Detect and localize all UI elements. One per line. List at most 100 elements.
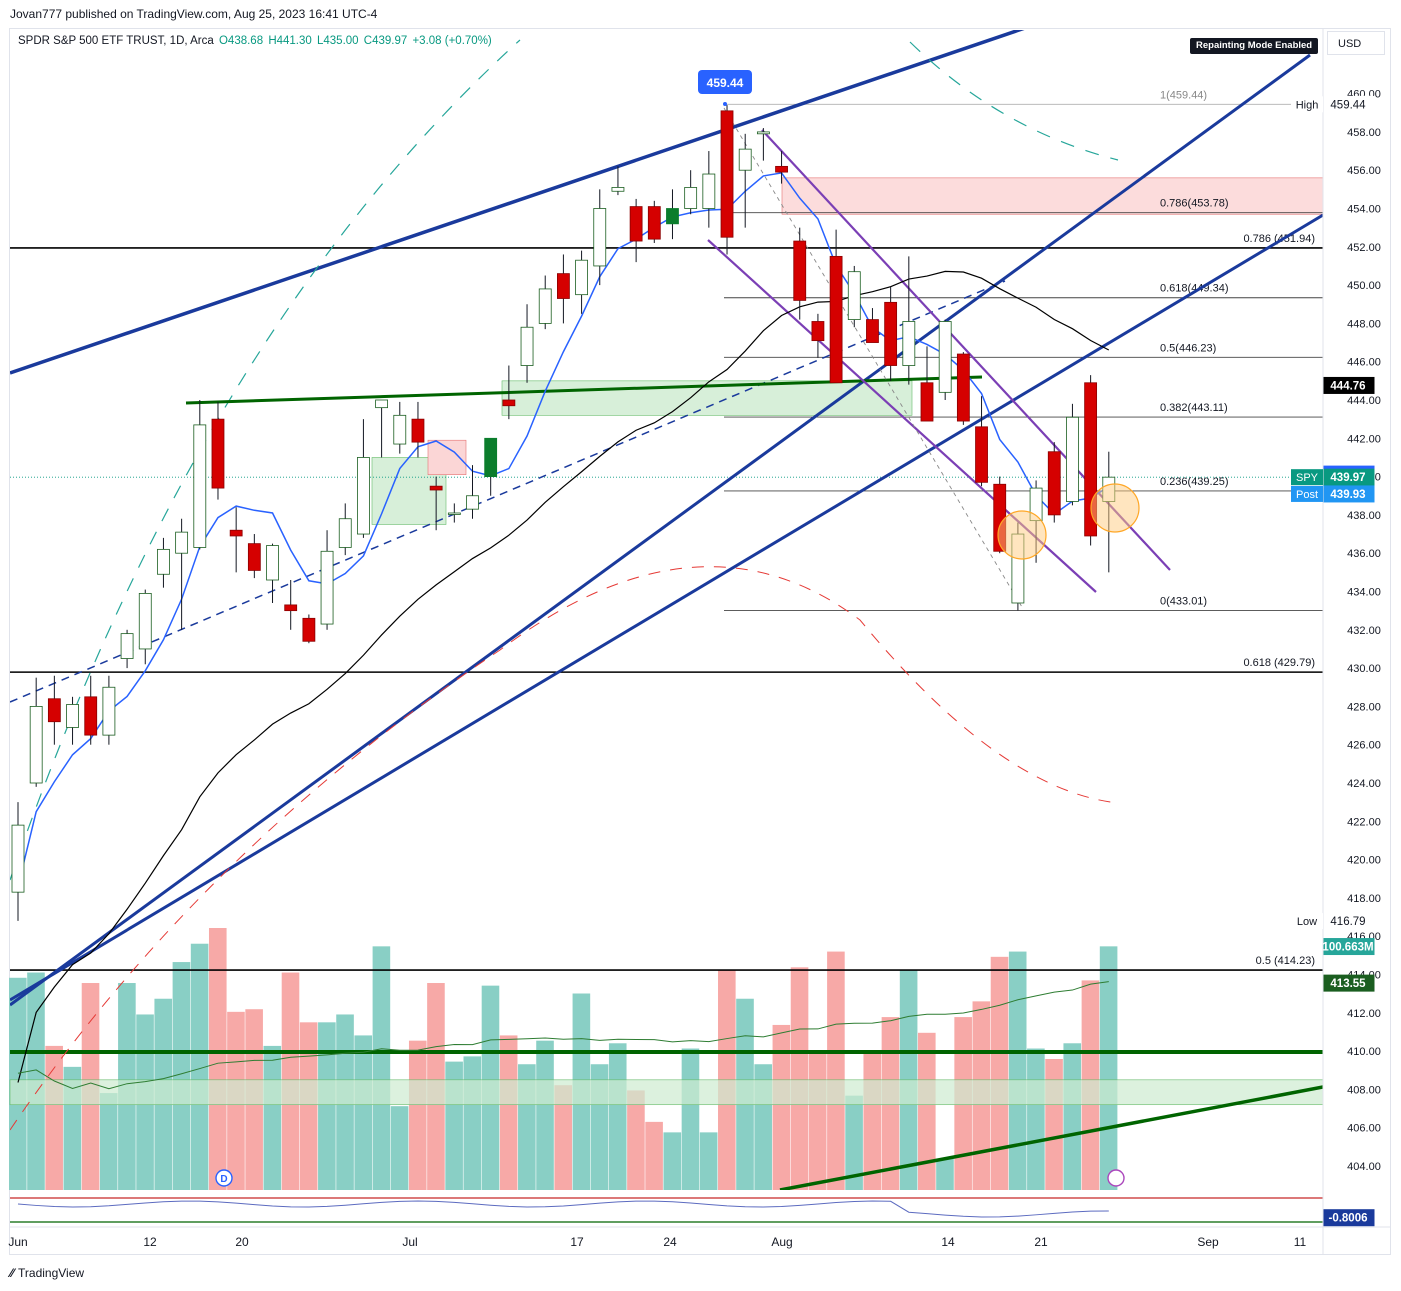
price-tick-label: 430.00 <box>1347 663 1381 675</box>
volume-bar <box>354 1035 373 1190</box>
supply-zone <box>781 177 1324 215</box>
candle-body <box>357 457 370 535</box>
price-tick-label: 412.00 <box>1347 1008 1381 1020</box>
price-label-text: 439.93 <box>1330 489 1365 501</box>
green-volume-trend <box>779 1085 1323 1190</box>
time-tick-label: Jul <box>402 1235 417 1249</box>
price-label-text: 100.663M <box>1322 942 1373 954</box>
high-callout-bg <box>698 70 752 94</box>
candle-body <box>847 271 861 320</box>
volume-bar <box>645 1121 663 1190</box>
candle-body <box>611 187 625 192</box>
time-axis[interactable]: Jun 12 20 Jul 17 24 Aug 14 21 Sep 11 <box>8 1226 1391 1249</box>
candle-body <box>956 353 970 422</box>
price-label-text: -0.8006 <box>1328 1213 1367 1225</box>
price-tag-bg <box>1291 469 1323 486</box>
price-label-text: 439.97 <box>1330 472 1365 484</box>
candles <box>11 105 1140 921</box>
candle-body <box>1066 416 1079 502</box>
currency-button[interactable]: USD <box>1327 31 1385 55</box>
highlight-circle <box>997 510 1047 560</box>
projection-curve-top <box>909 41 1119 161</box>
price-label-text: 416.79 <box>1330 916 1365 928</box>
candle-body <box>756 131 770 135</box>
fib-label: 0.618(449.34) <box>1160 283 1229 295</box>
price-tag-bg <box>1291 913 1323 930</box>
price-tick-label: 420.00 <box>1347 855 1381 867</box>
key-level-label: 0.786 (451.94) <box>1243 233 1315 245</box>
price-label-bg <box>1323 376 1375 394</box>
volume-bar <box>918 1032 936 1190</box>
price-tag-text: SPY <box>1296 472 1319 484</box>
candle-body <box>157 548 170 575</box>
volume-bar <box>990 956 1009 1190</box>
price-tick-label: 418.00 <box>1347 893 1381 905</box>
volume-bar <box>263 1045 282 1190</box>
candle-body <box>720 110 734 238</box>
highlight-circle <box>1090 483 1140 533</box>
publisher-credit: Jovan777 published on TradingView.com, A… <box>10 7 378 21</box>
volume-bar <box>408 1040 427 1190</box>
candle-body <box>447 512 461 515</box>
volume-bar <box>1008 951 1027 1190</box>
price-tag-text: High <box>1296 99 1319 111</box>
price-tag-bg <box>1291 96 1323 113</box>
candle-body <box>884 301 898 366</box>
candle-body <box>793 240 807 301</box>
price-axis[interactable]: 404.00406.00408.00410.00412.00414.00416.… <box>1322 28 1381 1255</box>
price-label-text: 413.55 <box>1330 978 1366 990</box>
price-label-bg <box>1323 938 1375 956</box>
price-label-bg <box>1323 485 1375 503</box>
price-tick-label: 410.00 <box>1347 1046 1381 1058</box>
symbol-legend: SPDR S&P 500 ETF TRUST, 1D, Arca O438.68… <box>18 35 494 47</box>
legend-open: O438.68 <box>218 35 264 47</box>
candle-body <box>302 617 316 642</box>
price-tick-label: 422.00 <box>1347 816 1381 828</box>
volume-bar <box>790 967 809 1190</box>
oscillator-line <box>17 1200 1109 1218</box>
candle-body <box>502 399 516 407</box>
price-tick-label: 434.00 <box>1347 587 1381 599</box>
price-label-bg <box>1323 912 1375 930</box>
price-tick-label: 442.00 <box>1347 433 1381 445</box>
key-level-label: 0.618 (429.79) <box>1243 657 1315 669</box>
long-trend-line <box>10 53 1311 1007</box>
candle-body <box>11 824 25 893</box>
candle-body <box>811 321 825 342</box>
price-tag-text: Post <box>1296 489 1318 501</box>
time-tick-label: 14 <box>941 1235 955 1249</box>
time-tick-label: 20 <box>235 1235 249 1249</box>
fib-label: 0.382(443.11) <box>1160 402 1228 414</box>
candle-body <box>29 706 43 784</box>
volume-bar <box>1027 1048 1045 1190</box>
volume-bar <box>208 928 227 1190</box>
candle-body <box>629 206 643 242</box>
volume-bar <box>499 1035 518 1190</box>
fib-label: 0(433.01) <box>1160 595 1207 607</box>
price-tick-label: 446.00 <box>1347 357 1381 369</box>
price-label-bg <box>1323 95 1375 113</box>
price-label-bg <box>1323 974 1375 992</box>
volume-ma <box>17 981 1109 1090</box>
dividend-label: D <box>220 1174 227 1185</box>
price-tick-label: 456.00 <box>1347 165 1381 177</box>
legend-change: +3.08 (+0.70%) <box>412 35 492 47</box>
price-tick-label: 406.00 <box>1347 1123 1381 1135</box>
candle-body <box>902 321 916 366</box>
volume-bar <box>99 1093 118 1190</box>
candle-body <box>647 206 661 240</box>
candle-body <box>938 321 952 393</box>
price-tick-label: 444.00 <box>1347 395 1381 407</box>
volume-bar <box>772 1024 791 1190</box>
high-callout-dot <box>723 102 727 106</box>
candle-body <box>266 545 279 581</box>
volume-bar <box>608 1043 627 1190</box>
volume-bar <box>845 1095 863 1190</box>
high-callout-text: 459.44 <box>707 76 744 90</box>
time-tick-label: 12 <box>143 1235 157 1249</box>
volume-bar <box>299 1022 318 1190</box>
price-tag-text: Low <box>1297 916 1317 928</box>
tradingview-logo-icon: ⁄⁄ <box>10 1266 15 1280</box>
candle-body <box>666 208 679 225</box>
